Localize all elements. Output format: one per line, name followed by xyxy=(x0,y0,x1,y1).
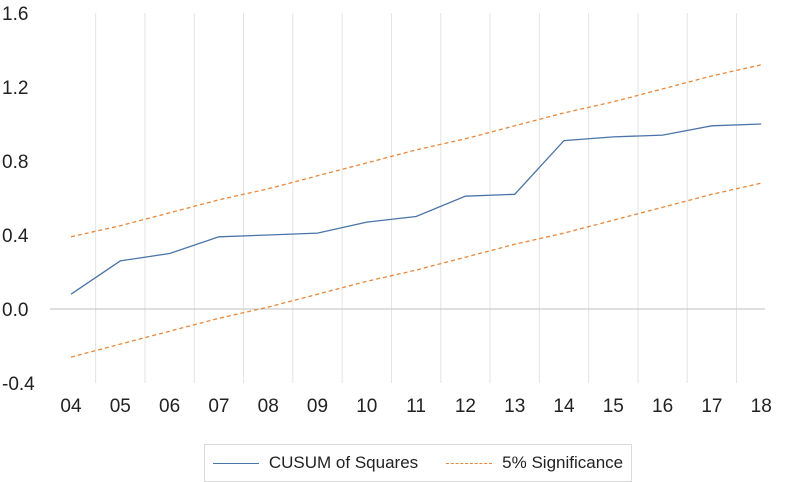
x-tick-label: 08 xyxy=(258,396,279,417)
x-tick-label: 12 xyxy=(455,396,476,417)
x-tick-label: 18 xyxy=(751,396,772,417)
x-tick-label: 17 xyxy=(701,396,722,417)
y-tick-label: -0.4 xyxy=(2,374,35,395)
x-axis-ticks: 04 05 06 07 08 09 10 11 12 13 14 15 16 17 18 xyxy=(60,396,771,417)
cusum-squares-line xyxy=(70,123,762,295)
x-tick-label: 04 xyxy=(60,396,82,417)
y-tick-label: 1.2 xyxy=(2,78,28,99)
y-tick-label: 0.4 xyxy=(2,226,29,247)
grid-lines xyxy=(50,13,765,383)
lower-significance-line xyxy=(70,182,762,358)
legend-item-significance: 5% Significance xyxy=(446,453,623,473)
legend-item-cusum: CUSUM of Squares xyxy=(212,453,419,473)
x-tick-label: 05 xyxy=(110,396,131,417)
y-tick-label: 0.0 xyxy=(2,300,28,321)
x-tick-label: 14 xyxy=(553,396,575,417)
legend-label: 5% Significance xyxy=(502,453,624,472)
x-tick-label: 10 xyxy=(356,396,377,417)
legend: CUSUM of Squares 5% Significance xyxy=(204,444,632,482)
legend-swatch-dashed xyxy=(446,462,493,464)
x-tick-label: 13 xyxy=(504,396,525,417)
x-tick-label: 15 xyxy=(603,396,624,417)
y-tick-label: 0.8 xyxy=(2,152,28,173)
y-axis-ticks: 1.6 1.2 0.8 0.4 0.0 -0.4 xyxy=(2,4,35,395)
x-tick-label: 11 xyxy=(406,396,426,417)
x-tick-label: 09 xyxy=(307,396,328,417)
legend-label: CUSUM of Squares xyxy=(268,453,419,472)
x-tick-label: 06 xyxy=(159,396,180,417)
legend-swatch-solid xyxy=(212,462,259,464)
cusum-chart: 1.6 1.2 0.8 0.4 0.0 -0.4 04 05 06 07 08 09 10 11 12 13… xyxy=(2,4,772,417)
upper-significance-line xyxy=(70,64,762,238)
y-tick-label: 1.6 xyxy=(2,4,28,25)
series-lines xyxy=(70,64,762,358)
x-tick-label: 16 xyxy=(652,396,673,417)
x-tick-label: 07 xyxy=(208,396,229,417)
